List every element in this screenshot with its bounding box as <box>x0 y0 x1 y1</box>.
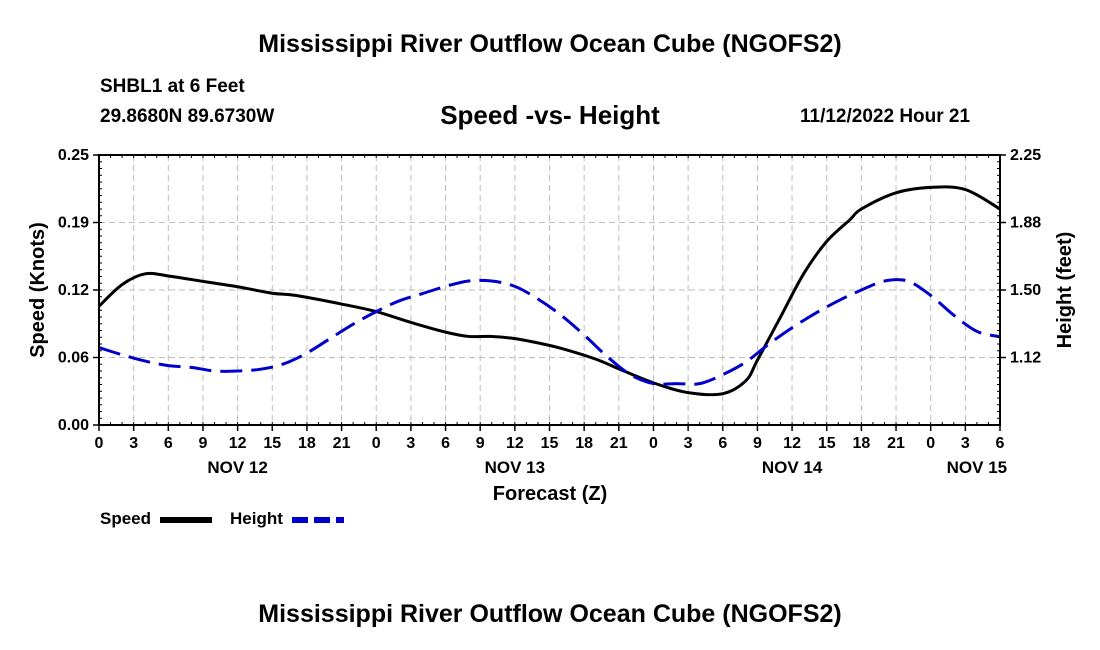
date-label: NOV 14 <box>762 458 823 477</box>
forecast-datestamp: 11/12/2022 Hour 21 <box>800 106 971 127</box>
axes: 0 3 6 9 12 15 18 21 0 3 6 9 12 15 18 21 0 3 6 9 12 15 18 21 0 3 6 N… <box>58 147 1041 477</box>
x-tick-label: 6 <box>164 435 173 452</box>
chart-subtitle: Speed -vs- Height <box>440 100 660 130</box>
x-tick-label: 3 <box>406 435 415 452</box>
x-tick-label: 3 <box>129 435 138 452</box>
x-tick-label: 9 <box>199 435 208 452</box>
y-right-tick-label: 1.50 <box>1010 282 1041 299</box>
y-left-tick-label: 0.25 <box>58 147 89 164</box>
x-tick-label: 6 <box>441 435 450 452</box>
speed-series-line <box>97 185 1001 397</box>
x-tick-label: 6 <box>718 435 727 452</box>
y-right-tick-label: 2.25 <box>1010 147 1041 164</box>
x-tick-label: 9 <box>476 435 485 452</box>
x-tick-label: 3 <box>684 435 693 452</box>
y-left-tick-label: 0.12 <box>58 282 89 299</box>
station-coordinates: 29.8680N 89.6730W <box>100 106 275 127</box>
y-left-tick-label: 0.06 <box>58 350 89 367</box>
left-axis-label: Speed (Knots) <box>27 222 49 358</box>
x-tick-label: 18 <box>575 435 593 452</box>
y-left-tick-label: 0.00 <box>58 417 89 434</box>
x-tick-label: 0 <box>649 435 658 452</box>
grid <box>99 155 1000 425</box>
y-left-tick-label: 0.19 <box>58 215 89 232</box>
x-tick-label: 15 <box>263 435 281 452</box>
x-tick-label: 0 <box>95 435 104 452</box>
station-label: SHBL1 at 6 Feet <box>100 76 245 97</box>
speed-legend-label: Speed <box>100 509 152 528</box>
right-axis-label: Height (feet) <box>1054 232 1076 349</box>
x-tick-label: 21 <box>333 435 351 452</box>
y-right-tick-label: 1.12 <box>1010 350 1041 367</box>
footer-title: Mississippi River Outflow Ocean Cube (NG… <box>258 600 842 628</box>
x-tick-label: 0 <box>372 435 381 452</box>
chart-title: Mississippi River Outflow Ocean Cube (NG… <box>258 30 842 58</box>
x-tick-label: 6 <box>996 435 1005 452</box>
date-label: NOV 12 <box>207 458 267 477</box>
x-tick-label: 18 <box>852 435 870 452</box>
height-series-line <box>98 278 1001 386</box>
x-tick-label: 21 <box>610 435 628 452</box>
height-legend-label: Height <box>230 509 283 528</box>
date-label: NOV 15 <box>947 458 1007 477</box>
x-tick-label: 15 <box>818 435 836 452</box>
y-right-tick-label: 1.88 <box>1010 215 1041 232</box>
series-layer <box>97 185 1001 397</box>
x-tick-label: 18 <box>298 435 316 452</box>
x-tick-label: 12 <box>506 435 524 452</box>
date-label: NOV 13 <box>485 458 545 477</box>
x-tick-label: 9 <box>753 435 762 452</box>
x-axis-label: Forecast (Z) <box>493 483 607 505</box>
x-tick-label: 12 <box>783 435 801 452</box>
x-tick-label: 21 <box>887 435 905 452</box>
x-tick-label: 12 <box>229 435 247 452</box>
x-tick-label: 15 <box>541 435 559 452</box>
x-tick-label: 3 <box>961 435 970 452</box>
x-tick-label: 0 <box>926 435 935 452</box>
